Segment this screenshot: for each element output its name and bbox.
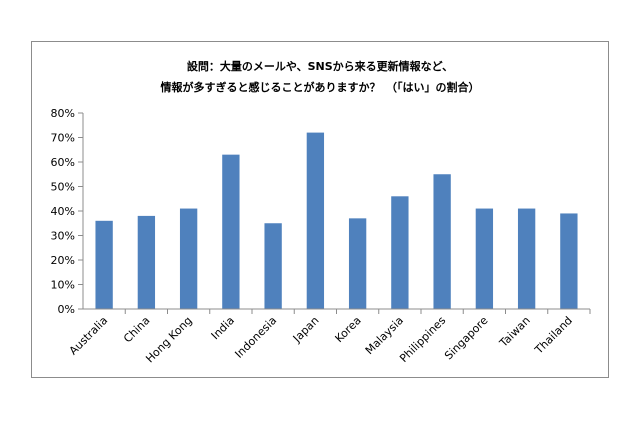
x-category-label: Indonesia [232, 314, 279, 361]
bar-indonesia [264, 223, 282, 309]
y-tick-label: 50% [51, 181, 75, 194]
chart-title-line-2: 情報が多すぎると感じることがありますか？ （「はい」の割合） [160, 81, 480, 94]
x-category-label: Philippines [397, 314, 448, 365]
x-category-label: Malaysia [363, 314, 406, 357]
x-category-label: Thailand [532, 314, 575, 357]
chart-title-line-1: 設問：大量のメールや、SNSから来る更新情報など、 [186, 60, 454, 73]
y-tick-label: 60% [51, 156, 75, 169]
chart-title: 設問：大量のメールや、SNSから来る更新情報など、 情報が多すぎると感じることが… [32, 56, 608, 98]
x-category-label: Korea [333, 314, 364, 345]
bar-singapore [475, 208, 494, 309]
bar-korea [348, 218, 367, 309]
bar-thailand [560, 213, 578, 309]
bars [95, 132, 578, 309]
y-tick-label: 40% [51, 205, 75, 218]
y-tick-label: 10% [51, 279, 75, 292]
bar-australia [95, 220, 113, 309]
y-tick-label: 80% [51, 107, 75, 120]
x-category-label: Singapore [442, 314, 491, 363]
bar-chart: 0% 10% 20% 30% 40% 50% 60% 70% 80% Australia Chin… [51, 107, 591, 365]
bar-taiwan [517, 208, 536, 309]
y-axis-ticks: 0% 10% 20% 30% 40% 50% 60% 70% 80% [51, 107, 83, 316]
x-category-label: India [209, 314, 237, 342]
bar-philippines [433, 174, 451, 309]
bar-japan [306, 132, 325, 309]
x-category-label: Australia [67, 314, 111, 358]
y-tick-label: 0% [58, 303, 75, 316]
bar-india [222, 154, 240, 309]
x-category-label: China [121, 314, 152, 345]
y-tick-label: 20% [51, 254, 75, 267]
bar-hong-kong [179, 208, 198, 309]
x-category-label: Taiwan [496, 314, 532, 350]
bar-malaysia [391, 196, 409, 309]
chart-frame: 設問：大量のメールや、SNSから来る更新情報など、 情報が多すぎると感じることが… [31, 41, 609, 378]
x-category-label: Japan [290, 314, 322, 346]
bar-china [137, 215, 156, 309]
y-tick-label: 70% [51, 132, 75, 145]
y-tick-label: 30% [51, 230, 75, 243]
